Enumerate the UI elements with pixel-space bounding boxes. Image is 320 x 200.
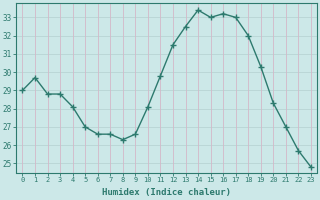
X-axis label: Humidex (Indice chaleur): Humidex (Indice chaleur) <box>102 188 231 197</box>
